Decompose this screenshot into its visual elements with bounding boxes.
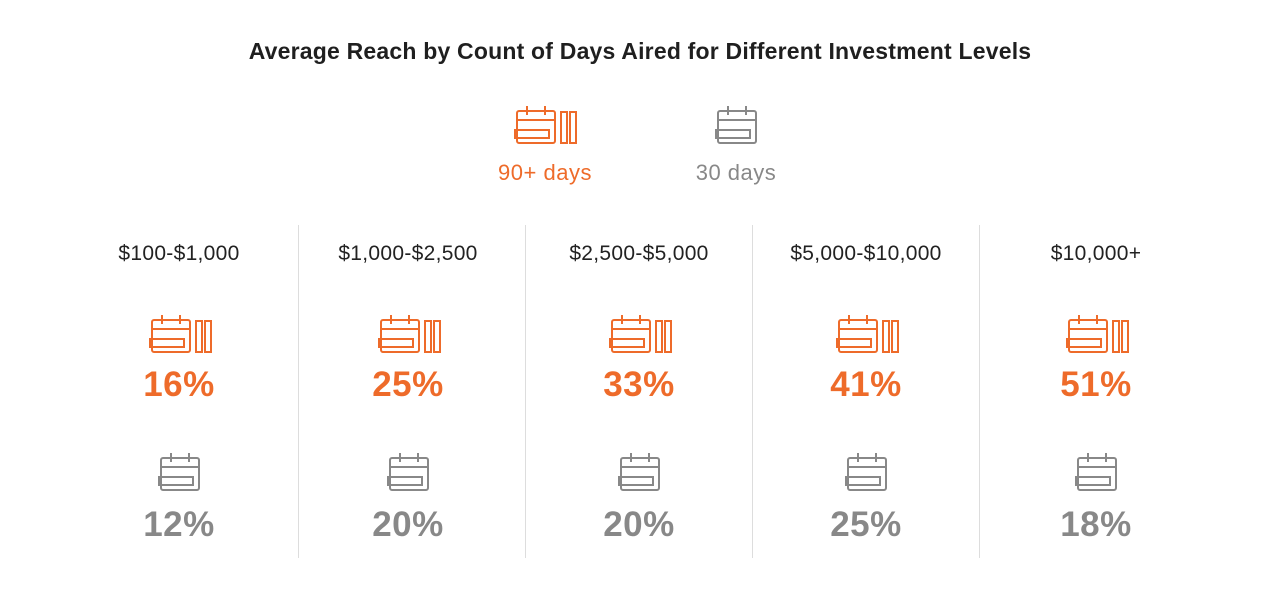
legend: 90+ days 30 days [0,104,1280,194]
calendar-stack-icon [376,313,442,360]
calendar-stack-icon [607,313,673,360]
value-label-90-days: 51% [1060,365,1132,404]
category-column: $10,000+ 51% 18% [983,225,1209,560]
value-label-30-days: 12% [143,505,215,544]
value-label-90-days: 16% [143,365,215,404]
column-divider [525,225,526,558]
legend-item-30-days: 30 days [656,104,816,186]
calendar-stack-icon [147,313,213,360]
column-divider [298,225,299,558]
value-label-30-days: 20% [603,505,675,544]
category-column: $5,000-$10,000 41% 25% [753,225,979,560]
category-label: $2,500-$5,000 [569,242,709,265]
value-label-90-days: 33% [603,365,675,404]
calendar-stack-icon [834,313,900,360]
category-label: $100-$1,000 [118,242,240,265]
calendar-icon [617,451,661,498]
legend-label-90-days: 90+ days [498,160,592,185]
value-label-30-days: 25% [830,505,902,544]
legend-label-30-days: 30 days [695,160,777,185]
calendar-stack-icon [1064,313,1130,360]
calendar-icon [157,451,201,498]
category-column: $100-$1,000 16% 12% [66,225,292,560]
value-label-90-days: 41% [830,365,902,404]
calendar-icon [1074,451,1118,498]
legend-item-90-days: 90+ days [465,104,625,186]
chart-title: Average Reach by Count of Days Aired for… [248,38,1032,64]
category-column: $1,000-$2,500 25% 20% [295,225,521,560]
value-label-30-days: 18% [1060,505,1132,544]
calendar-icon [386,451,430,498]
calendar-stack-icon [465,104,625,146]
category-label: $5,000-$10,000 [790,242,942,265]
calendar-icon [656,104,816,146]
category-column: $2,500-$5,000 33% 20% [526,225,752,560]
category-label: $10,000+ [1050,242,1142,265]
value-label-30-days: 20% [372,505,444,544]
column-divider [752,225,753,558]
category-label: $1,000-$2,500 [338,242,478,265]
column-divider [979,225,980,558]
value-label-90-days: 25% [372,365,444,404]
calendar-icon [844,451,888,498]
